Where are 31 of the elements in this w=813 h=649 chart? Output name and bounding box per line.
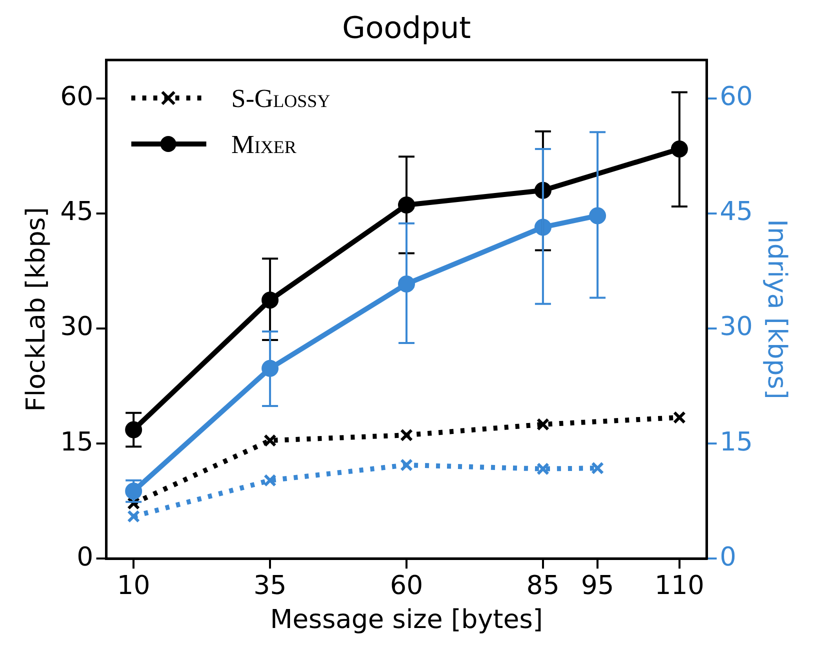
point <box>127 510 140 523</box>
point <box>264 434 276 447</box>
chart-title: Goodput <box>342 10 472 46</box>
y-tick-label: 45 <box>60 197 94 228</box>
point <box>400 458 413 472</box>
y2-tick-label: 30 <box>720 312 753 342</box>
x-tick-label: 95 <box>581 570 614 601</box>
y-axis-title: FlockLab [kbps] <box>21 207 52 412</box>
x-tick-label: 110 <box>654 570 704 601</box>
point <box>400 428 413 442</box>
point <box>591 462 604 475</box>
point <box>672 411 686 424</box>
y-tick-label: 60 <box>60 82 94 112</box>
y2-axis-title: Indriya [kbps] <box>762 219 792 400</box>
y2-tick-label: 60 <box>720 82 753 112</box>
legend-label: Mixer <box>231 130 296 159</box>
x-tick-label: 60 <box>390 570 424 601</box>
y-tick-label: 0 <box>76 542 94 572</box>
x-tick-label: 10 <box>117 570 150 601</box>
y-tick-label: 30 <box>60 312 94 342</box>
y2-tick-label: 15 <box>720 427 753 458</box>
y2-tick-label: 0 <box>720 542 736 572</box>
point <box>536 418 550 431</box>
x-tick-label: 35 <box>253 570 287 601</box>
x-axis-title: Message size [bytes] <box>270 605 543 636</box>
point <box>264 474 276 487</box>
x-tick-label: 85 <box>526 570 560 601</box>
legend-label: S-Glossy <box>231 84 330 113</box>
y-tick-label: 15 <box>60 427 94 458</box>
point <box>536 462 550 476</box>
y2-tick-label: 45 <box>720 197 753 228</box>
